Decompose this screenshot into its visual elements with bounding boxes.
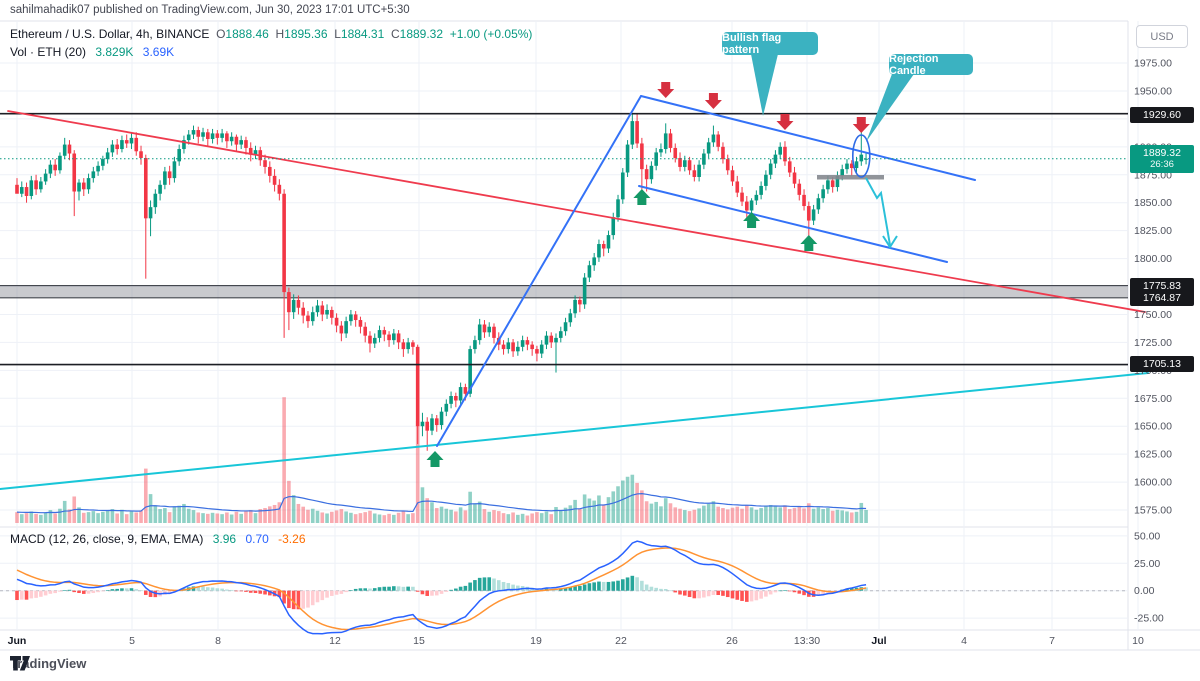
publish-header: sahilmahadik07 published on TradingView.… bbox=[10, 4, 410, 16]
svg-text:15: 15 bbox=[413, 635, 425, 647]
svg-text:1600.00: 1600.00 bbox=[1134, 477, 1172, 489]
key-levels bbox=[0, 112, 1128, 366]
volume-label: Vol · ETH (20) bbox=[10, 45, 87, 59]
downtrend-red[interactable] bbox=[7, 110, 1146, 313]
bar-countdown: 26:36 bbox=[1150, 159, 1174, 170]
close-value: 1889.32 bbox=[399, 27, 444, 41]
drawing-annotations bbox=[426, 54, 914, 467]
up-arrow-marker-3[interactable] bbox=[800, 235, 818, 251]
high-value: 1895.36 bbox=[284, 27, 328, 41]
last-price-value: 1889.32 bbox=[1143, 147, 1181, 159]
price-badge-resistance: 1929.60 bbox=[1130, 107, 1194, 123]
low-label: L bbox=[334, 27, 341, 41]
symbol-legend: Ethereum / U.S. Dollar, 4h, BINANCE O188… bbox=[10, 27, 532, 41]
macd-line-value: 0.70 bbox=[245, 532, 269, 546]
svg-text:7: 7 bbox=[1049, 635, 1055, 647]
down-arrow-marker-2[interactable] bbox=[776, 114, 794, 130]
open-label: O bbox=[216, 27, 226, 41]
svg-text:1850.00: 1850.00 bbox=[1134, 197, 1172, 209]
time-axis[interactable]: Jun 5 8 12 15 19 22 26 13:30 Jul 4 7 10 bbox=[8, 635, 1144, 647]
svg-text:4: 4 bbox=[961, 635, 967, 647]
volume-ma-value: 3.69K bbox=[142, 45, 175, 59]
up-arrow-marker-0[interactable] bbox=[426, 451, 444, 467]
svg-text:1575.00: 1575.00 bbox=[1134, 505, 1172, 517]
macd-legend: MACD (12, 26, close, 9, EMA, EMA) 3.96 0… bbox=[10, 532, 306, 546]
currency-toggle-button[interactable]: USD bbox=[1136, 25, 1188, 48]
macd-label: MACD (12, 26, close, 9, EMA, EMA) bbox=[10, 532, 204, 546]
symbol-title: Ethereum / U.S. Dollar, 4h, BINANCE bbox=[10, 27, 210, 41]
svg-text:1800.00: 1800.00 bbox=[1134, 253, 1172, 265]
tradingview-footer[interactable]: TradingView bbox=[10, 656, 86, 671]
trendlines bbox=[0, 95, 1149, 490]
svg-text:8: 8 bbox=[215, 635, 221, 647]
svg-text:Jul: Jul bbox=[871, 635, 886, 647]
candles-layer bbox=[15, 113, 868, 451]
flag-pole[interactable] bbox=[436, 95, 642, 447]
volume-ma-line bbox=[16, 493, 867, 514]
volume-value: 3.829K bbox=[95, 45, 134, 59]
uptrend-cyan[interactable] bbox=[0, 372, 1149, 490]
volume-legend: Vol · ETH (20) 3.829K 3.69K bbox=[10, 45, 174, 59]
svg-text:Jun: Jun bbox=[8, 635, 27, 647]
svg-text:25.00: 25.00 bbox=[1134, 558, 1160, 570]
projection-arrow-head bbox=[882, 235, 898, 249]
macd-signal-line bbox=[16, 547, 867, 631]
svg-text:1825.00: 1825.00 bbox=[1134, 225, 1172, 237]
high-label: H bbox=[275, 27, 285, 41]
svg-text:26: 26 bbox=[726, 635, 738, 647]
svg-text:1650.00: 1650.00 bbox=[1134, 421, 1172, 433]
svg-text:13:30: 13:30 bbox=[794, 635, 820, 647]
macd-signal-value: -3.26 bbox=[278, 532, 306, 546]
callout-pointer-0 bbox=[751, 54, 778, 116]
svg-text:1675.00: 1675.00 bbox=[1134, 393, 1172, 405]
macd-pane bbox=[15, 540, 868, 635]
up-arrow-marker-2[interactable] bbox=[743, 212, 761, 228]
svg-text:22: 22 bbox=[615, 635, 627, 647]
projection-arrow[interactable] bbox=[865, 177, 891, 246]
svg-text:1950.00: 1950.00 bbox=[1134, 85, 1172, 97]
svg-text:-25.00: -25.00 bbox=[1134, 613, 1164, 625]
svg-text:10: 10 bbox=[1132, 635, 1144, 647]
price-badge-last: 1889.32 26:36 bbox=[1130, 145, 1194, 173]
up-arrow-marker-1[interactable] bbox=[633, 189, 651, 205]
rejection-candle-ellipse[interactable] bbox=[851, 134, 871, 178]
price-axis[interactable]: 1975.001950.001925.001900.001875.001850.… bbox=[1134, 58, 1172, 625]
svg-text:0.00: 0.00 bbox=[1134, 585, 1155, 597]
svg-text:50.00: 50.00 bbox=[1134, 530, 1160, 542]
tradingview-logo-icon bbox=[10, 656, 30, 671]
callout-bullish-flag[interactable]: Bullish flag pattern bbox=[722, 32, 818, 56]
flag-lower[interactable] bbox=[638, 185, 948, 263]
svg-text:1625.00: 1625.00 bbox=[1134, 449, 1172, 461]
low-value: 1884.31 bbox=[340, 27, 385, 41]
price-badge-zone-bottom: 1764.87 bbox=[1130, 290, 1194, 306]
macd-hist-value: 3.96 bbox=[212, 532, 237, 546]
down-arrow-marker-0[interactable] bbox=[657, 82, 675, 98]
svg-text:5: 5 bbox=[129, 635, 135, 647]
svg-text:12: 12 bbox=[329, 635, 341, 647]
callout-rejection-candle[interactable]: Rejection Candle bbox=[889, 53, 973, 77]
close-label: C bbox=[390, 27, 400, 41]
pane-frame bbox=[0, 20, 1200, 651]
svg-text:1725.00: 1725.00 bbox=[1134, 337, 1172, 349]
svg-text:19: 19 bbox=[530, 635, 542, 647]
open-value: 1888.46 bbox=[225, 27, 269, 41]
svg-text:1975.00: 1975.00 bbox=[1134, 58, 1172, 70]
svg-text:1750.00: 1750.00 bbox=[1134, 309, 1172, 321]
down-arrow-marker-1[interactable] bbox=[704, 93, 722, 109]
gray-level-marker[interactable] bbox=[817, 175, 884, 180]
change-value: +1.00 (+0.05%) bbox=[449, 27, 533, 41]
price-badge-support: 1705.13 bbox=[1130, 356, 1194, 372]
flag-upper[interactable] bbox=[640, 95, 976, 181]
callout-pointer-1 bbox=[866, 74, 914, 142]
down-arrow-marker-3[interactable] bbox=[852, 117, 870, 133]
supply-zone-band bbox=[0, 284, 1128, 299]
macd-main-line bbox=[16, 540, 867, 635]
tradingview-brand-text: TradingView bbox=[10, 656, 87, 671]
